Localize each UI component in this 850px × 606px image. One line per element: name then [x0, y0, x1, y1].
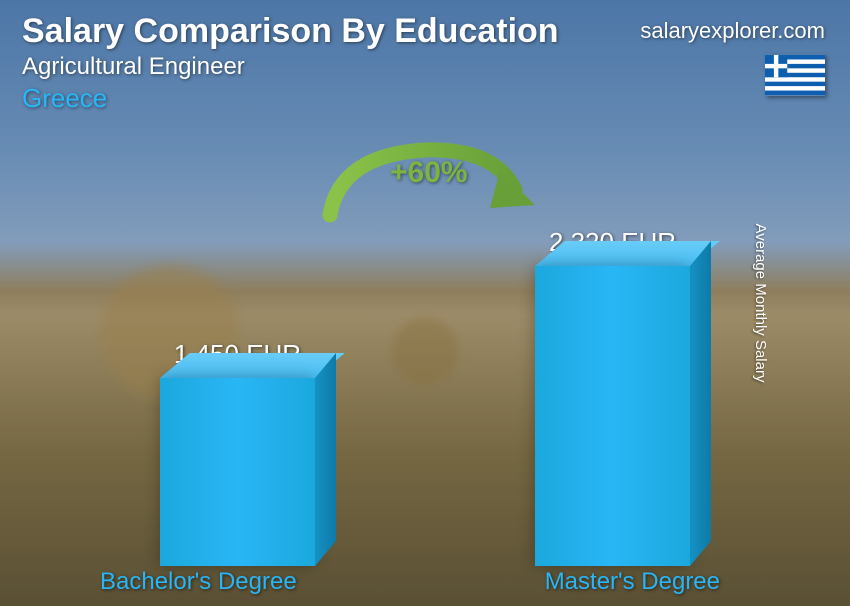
bar-bachelors: 1,450 EUR [160, 339, 315, 566]
increase-arrow: +60% [305, 140, 565, 240]
bar-3d-masters [535, 266, 690, 566]
greece-flag-icon [765, 54, 825, 96]
bar-front-face [160, 378, 315, 566]
bar-masters: 2,320 EUR [535, 227, 690, 566]
bar-label-bachelors: Bachelor's Degree [100, 568, 297, 596]
country-name: Greece [22, 83, 828, 114]
subtitle: Agricultural Engineer [22, 53, 828, 81]
percent-increase: +60% [390, 156, 468, 190]
bar-front-face [535, 266, 690, 566]
bar-label-masters: Master's Degree [545, 568, 720, 596]
brand-label: salaryexplorer.com [640, 18, 825, 44]
y-axis-label: Average Monthly Salary [752, 224, 769, 383]
bar-side-face [690, 241, 711, 566]
infographic-container: Salary Comparison By Education Agricultu… [0, 0, 850, 606]
bar-side-face [315, 353, 336, 566]
bar-3d-bachelors [160, 378, 315, 566]
